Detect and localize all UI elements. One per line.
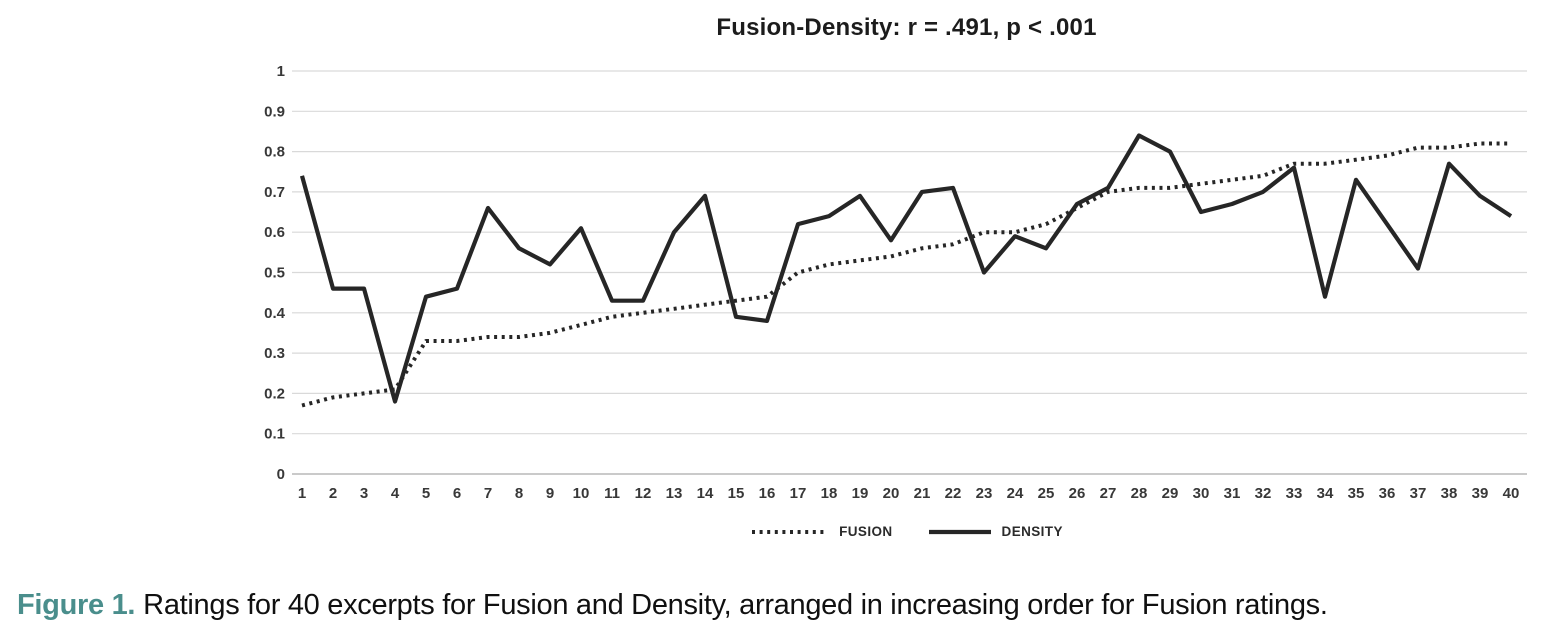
x-axis-label: 34 — [1317, 485, 1334, 502]
x-axis-label: 15 — [728, 485, 745, 502]
y-axis-label: 0.8 — [264, 144, 285, 161]
legend-label-fusion: FUSION — [839, 524, 893, 539]
y-axis-label: 1 — [277, 63, 285, 80]
x-axis-label: 35 — [1348, 485, 1365, 502]
x-axis-label: 11 — [604, 485, 620, 502]
y-axis-label: 0.3 — [264, 345, 285, 362]
y-axis-label: 0.5 — [264, 265, 285, 282]
x-axis-label: 12 — [635, 485, 652, 502]
x-axis-label: 28 — [1131, 485, 1148, 502]
y-axis-label: 0.1 — [264, 426, 285, 443]
y-axis-label: 0.7 — [264, 184, 285, 201]
caption-label: Figure 1. — [17, 589, 136, 621]
legend: FUSION DENSITY — [302, 524, 1511, 539]
x-axis-label: 30 — [1193, 485, 1210, 502]
x-axis-label: 4 — [391, 485, 400, 502]
y-axis-label: 0.9 — [264, 103, 285, 120]
x-axis-label: 21 — [914, 485, 931, 502]
y-axis-label: 0.2 — [264, 385, 285, 402]
x-axis-label: 23 — [976, 485, 993, 502]
x-axis-label: 5 — [422, 485, 430, 502]
fusion-line-swatch-icon — [752, 529, 829, 534]
x-axis-label: 2 — [329, 485, 337, 502]
x-axis-label: 19 — [852, 485, 869, 502]
x-axis-label: 32 — [1255, 485, 1272, 502]
x-axis-label: 38 — [1441, 485, 1458, 502]
x-axis-label: 18 — [821, 485, 838, 502]
x-axis-label: 14 — [697, 485, 714, 502]
x-axis-label: 6 — [453, 485, 461, 502]
x-axis-label: 13 — [666, 485, 683, 502]
x-axis-label: 25 — [1038, 485, 1055, 502]
x-axis-label: 29 — [1162, 485, 1179, 502]
figure-caption: Figure 1. Ratings for 40 excerpts for Fus… — [17, 589, 1537, 622]
x-axis-label: 7 — [484, 485, 492, 502]
x-axis-label: 33 — [1286, 485, 1303, 502]
x-axis-label: 8 — [515, 485, 523, 502]
x-axis-label: 17 — [790, 485, 807, 502]
x-axis-label: 37 — [1410, 485, 1427, 502]
legend-item-fusion: FUSION — [750, 524, 892, 539]
x-axis-label: 24 — [1007, 485, 1024, 502]
y-axis-label: 0.4 — [264, 305, 286, 322]
legend-label-density: DENSITY — [1001, 524, 1063, 539]
y-axis-label: 0 — [277, 466, 285, 483]
x-axis-label: 1 — [298, 485, 306, 502]
x-axis-label: 36 — [1379, 485, 1396, 502]
density-line-swatch-icon — [928, 529, 991, 534]
x-axis-label: 16 — [759, 485, 776, 502]
x-axis-label: 3 — [360, 485, 368, 502]
chart-title: Fusion-Density: r = .491, p < .001 — [716, 14, 1097, 41]
x-axis-label: 9 — [546, 485, 554, 502]
x-axis-label: 27 — [1100, 485, 1117, 502]
density-line — [299, 133, 1513, 404]
x-axis-label: 20 — [883, 485, 900, 502]
caption-text: Ratings for 40 excerpts for Fusion and D… — [143, 589, 1328, 621]
x-axis-label: 39 — [1472, 485, 1489, 502]
fusion-line — [301, 141, 1511, 408]
x-axis-label: 31 — [1224, 485, 1241, 502]
x-axis-label: 22 — [945, 485, 962, 502]
y-axis-label: 0.6 — [264, 224, 285, 241]
x-axis-label: 40 — [1503, 485, 1520, 502]
chart: 00.10.20.30.40.50.60.70.80.911 2 3 4 5 6 7 8 9 10… — [264, 63, 1527, 502]
x-axis-label: 26 — [1069, 485, 1086, 502]
legend-item-density: DENSITY — [927, 524, 1063, 539]
x-axis-label: 10 — [573, 485, 590, 502]
